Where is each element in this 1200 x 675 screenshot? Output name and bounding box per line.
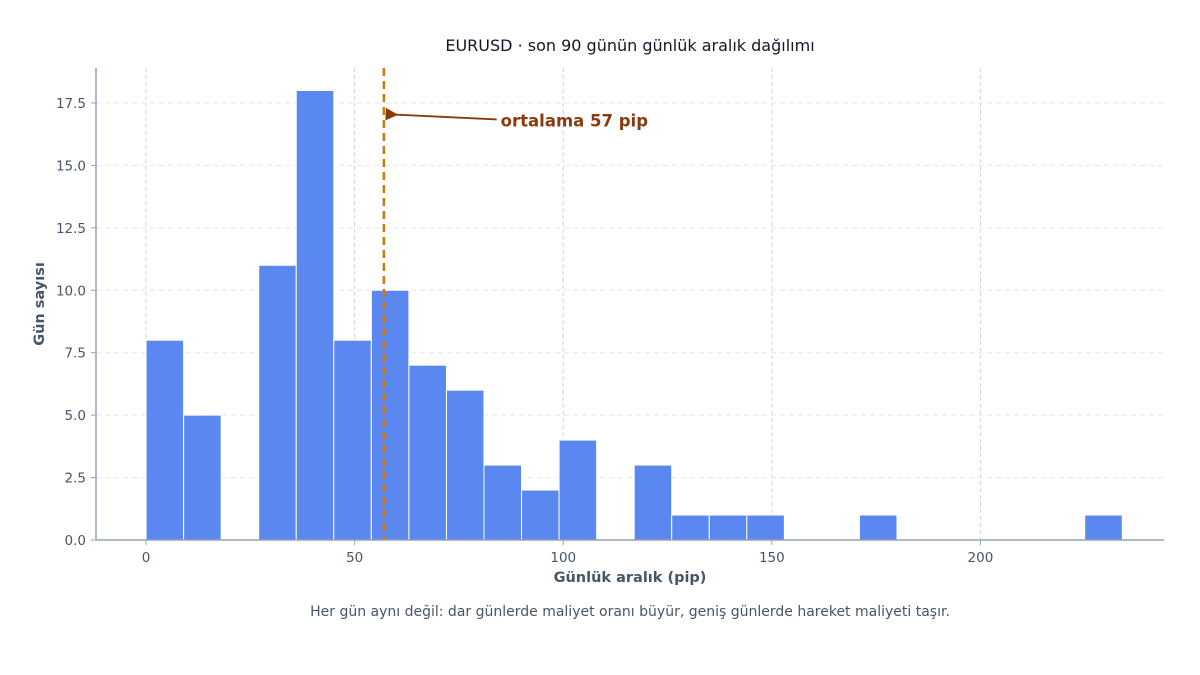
y-tick-label: 0.0 [65, 533, 86, 549]
histogram-bar [708, 514, 748, 541]
histogram-bar [183, 414, 222, 541]
histogram-bar [370, 289, 410, 541]
histogram-bar [1084, 514, 1123, 541]
histogram-bar [483, 464, 523, 541]
x-tick-label: 0 [142, 550, 151, 566]
mean-line-group: ortalama 57 pip [382, 68, 649, 540]
histogram-bar [145, 339, 185, 541]
y-tick-label: 15.0 [56, 158, 86, 174]
y-tick-label: 5.0 [65, 408, 86, 424]
mean-annotation-arrow [385, 107, 497, 121]
histogram-bar [333, 339, 372, 541]
histogram-bar [633, 464, 673, 541]
y-tick-label: 12.5 [56, 221, 86, 237]
y-tick-label: 17.5 [56, 96, 86, 112]
histogram-bar [258, 264, 297, 541]
y-tick-label: 10.0 [56, 283, 86, 299]
histogram-bar [295, 89, 335, 541]
grid [96, 68, 1164, 540]
axes [95, 68, 1164, 541]
x-tick-label: 100 [550, 550, 576, 566]
x-tick-label: 50 [346, 550, 363, 566]
x-axis-label: Günlük aralık (pip) [554, 570, 707, 586]
mean-annotation-label: ortalama 57 pip [501, 111, 649, 130]
chart-title: EURUSD · son 90 günün günlük aralık dağı… [445, 36, 814, 55]
x-tick-label: 150 [759, 550, 785, 566]
histogram-bar [558, 439, 598, 541]
histogram-bar [408, 364, 447, 541]
y-tick-label: 7.5 [65, 346, 86, 362]
tick-labels: 0 50 100 150 200 0.0 2.5 5.0 7.5 10.0 12.5 15.0 17.5 [56, 96, 993, 566]
histogram-bar [746, 514, 785, 541]
x-tick-label: 200 [968, 550, 994, 566]
y-tick-label: 2.5 [65, 471, 86, 487]
y-axis-label: Gün sayısı [32, 262, 48, 346]
histogram-bar [445, 389, 485, 541]
histogram-bar [521, 489, 560, 541]
histogram-bar [858, 514, 898, 541]
histogram-bar [671, 514, 710, 541]
bars [145, 89, 1123, 541]
chart-caption: Her gün aynı değil: dar günlerde maliyet… [310, 604, 950, 620]
